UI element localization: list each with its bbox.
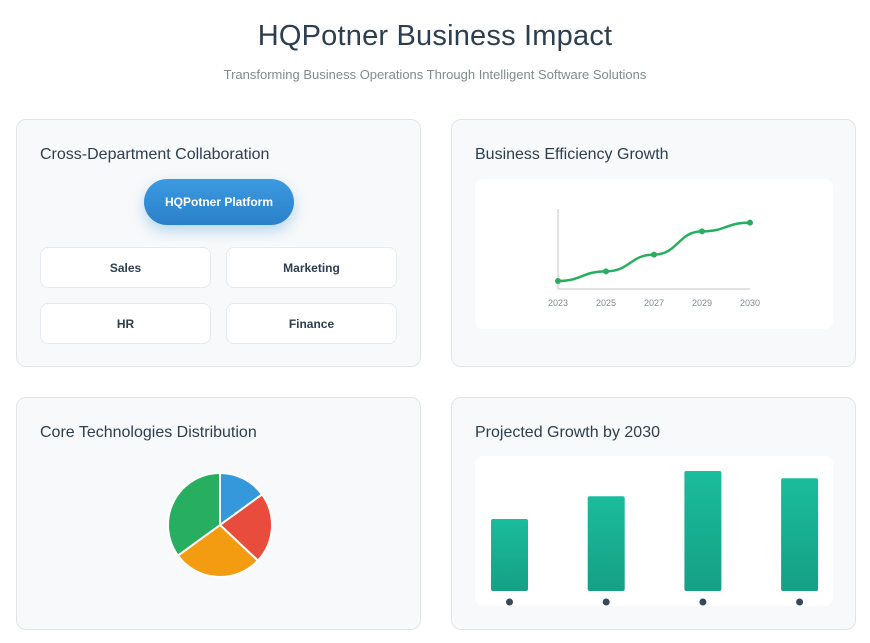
platform-button[interactable]: HQPotner Platform xyxy=(144,179,294,225)
page-title: HQPotner Business Impact xyxy=(257,20,613,52)
bar-1 xyxy=(587,496,625,591)
projection-chart-title: Projected Growth by 2030 xyxy=(475,424,660,441)
bar-0 xyxy=(491,519,528,591)
collaboration-card: Cross-Department Collaboration HQPotner … xyxy=(16,119,421,367)
bar-marker-0 xyxy=(506,598,513,606)
efficiency-card: Business Efficiency Growth 2023 2025 2027 2… xyxy=(451,119,856,367)
bar-marker-3 xyxy=(796,598,804,606)
x-tick-label-2030: 2030 xyxy=(740,298,760,308)
bar-2 xyxy=(684,471,722,591)
pie-slice-3 xyxy=(167,471,221,557)
department-marketing[interactable]: Marketing xyxy=(226,247,397,288)
x-tick-label-2029: 2029 xyxy=(692,298,712,308)
bar-marker-1 xyxy=(602,598,610,606)
technologies-card: Core Technologies Distribution xyxy=(16,397,421,630)
technologies-chart-title: Core Technologies Distribution xyxy=(40,424,257,441)
efficiency-point-2023 xyxy=(555,278,561,284)
projection-bar-chart xyxy=(491,471,819,606)
department-sales[interactable]: Sales xyxy=(40,247,211,288)
x-tick-label-2027: 2027 xyxy=(644,298,664,308)
efficiency-chart-panel: 2023 2025 2027 2029 2030 xyxy=(475,179,833,329)
page-subtitle: Transforming Business Operations Through… xyxy=(223,67,647,82)
pie-slice-2 xyxy=(176,523,260,578)
efficiency-point-2027 xyxy=(651,251,657,258)
projection-card: Projected Growth by 2030 xyxy=(451,397,856,630)
efficiency-point-2025 xyxy=(603,268,609,275)
technologies-pie-chart xyxy=(167,471,273,578)
efficiency-chart-title: Business Efficiency Growth xyxy=(475,146,669,163)
x-tick-label-2025: 2025 xyxy=(596,298,616,308)
department-hr[interactable]: HR xyxy=(40,303,211,344)
pie-slice-1 xyxy=(218,493,273,563)
bar-3 xyxy=(781,478,819,591)
projection-chart-panel xyxy=(475,456,833,606)
department-finance[interactable]: Finance xyxy=(226,303,397,344)
efficiency-point-2030 xyxy=(747,219,753,226)
x-tick-label-2023: 2023 xyxy=(548,298,568,308)
efficiency-point-2029 xyxy=(699,228,705,235)
efficiency-line-chart: 2023 2025 2027 2029 2030 xyxy=(548,209,760,308)
bar-marker-2 xyxy=(699,598,707,606)
collaboration-card-title: Cross-Department Collaboration xyxy=(40,146,270,163)
